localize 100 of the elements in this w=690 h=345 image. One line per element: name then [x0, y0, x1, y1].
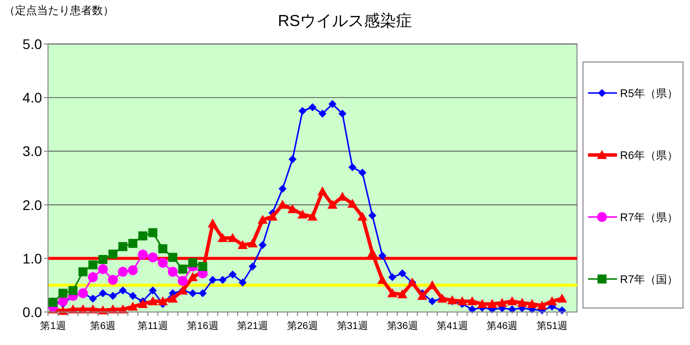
- x-tick-label: 第11週: [138, 320, 168, 332]
- point: [398, 269, 406, 278]
- x-tick-label: 第26週: [286, 320, 318, 332]
- point: [557, 294, 568, 303]
- point: [268, 212, 278, 221]
- point: [78, 267, 88, 276]
- point: [357, 212, 368, 221]
- point: [288, 155, 297, 164]
- point: [248, 262, 257, 270]
- point: [58, 296, 68, 306]
- point: [108, 274, 118, 285]
- point: [318, 110, 326, 118]
- point: [88, 294, 97, 303]
- point: [388, 273, 396, 282]
- point: [317, 186, 328, 196]
- point: [507, 296, 518, 306]
- y-axis-title: （定点当たり患者数）: [4, 4, 114, 17]
- y-tick-label: 4.0: [22, 90, 42, 106]
- point: [108, 292, 117, 300]
- point: [128, 292, 137, 300]
- point: [547, 296, 558, 306]
- point: [148, 228, 158, 238]
- point: [188, 272, 198, 282]
- point: [198, 262, 208, 271]
- point: [327, 200, 338, 209]
- point: [228, 270, 237, 278]
- point: [298, 107, 307, 115]
- y-tick-label: 3.0: [22, 143, 42, 160]
- x-tick-label: 第51週: [536, 320, 568, 332]
- point: [338, 110, 346, 118]
- point: [527, 298, 538, 308]
- x-tick-label: 第31週: [336, 320, 368, 332]
- point: [128, 238, 138, 248]
- point: [108, 250, 118, 259]
- point: [188, 258, 198, 268]
- legend-label: R6年（県）: [620, 150, 678, 162]
- point: [347, 198, 358, 208]
- y-tick-label: 5.0: [22, 36, 42, 52]
- point: [427, 280, 438, 290]
- point: [457, 296, 468, 306]
- point: [358, 168, 366, 177]
- point: [158, 258, 168, 268]
- x-tick-label: 第21週: [237, 320, 268, 332]
- point: [178, 264, 188, 274]
- point: [158, 296, 168, 306]
- point: [208, 218, 218, 228]
- point: [118, 286, 127, 295]
- point: [387, 288, 398, 298]
- point: [517, 298, 528, 307]
- point: [148, 252, 158, 262]
- point: [148, 286, 157, 295]
- point: [348, 163, 356, 172]
- point: [467, 296, 478, 306]
- point: [158, 244, 168, 254]
- point: [138, 298, 148, 308]
- point: [508, 305, 516, 314]
- point: [88, 260, 98, 270]
- x-tick-label: 第46週: [486, 320, 518, 332]
- point: [308, 212, 318, 221]
- y-tick-label: 1.0: [22, 250, 42, 266]
- x-tick-label: 第1週: [40, 320, 66, 332]
- point: [118, 242, 128, 252]
- point: [367, 248, 378, 258]
- legend-label: R7年（国）: [620, 274, 678, 286]
- point: [428, 297, 436, 306]
- point: [497, 298, 508, 307]
- point: [128, 265, 138, 276]
- point: [138, 231, 148, 240]
- point: [258, 214, 268, 224]
- point: [278, 200, 288, 209]
- chart-title: RSウイルス感染症: [278, 12, 412, 30]
- point: [258, 241, 267, 249]
- point: [238, 278, 247, 287]
- point: [368, 212, 376, 220]
- point: [238, 240, 248, 249]
- point: [208, 276, 217, 284]
- point: [168, 252, 178, 262]
- point: [98, 254, 108, 264]
- point: [68, 286, 78, 296]
- point: [118, 266, 128, 277]
- point: [487, 298, 498, 308]
- point: [477, 298, 488, 308]
- point: [88, 272, 98, 282]
- x-tick-label: 第16週: [187, 320, 218, 332]
- point: [128, 302, 138, 311]
- point: [98, 289, 107, 298]
- point: [397, 289, 408, 298]
- point: [308, 103, 316, 112]
- point: [98, 264, 108, 274]
- point: [328, 100, 336, 108]
- point: [168, 266, 178, 277]
- point: [198, 289, 207, 298]
- point: [278, 184, 287, 193]
- point: [378, 252, 386, 260]
- point: [218, 276, 227, 284]
- point: [188, 289, 197, 298]
- point: [298, 209, 308, 218]
- x-tick-label: 第36週: [386, 320, 418, 332]
- point: [248, 238, 258, 248]
- point: [58, 288, 68, 298]
